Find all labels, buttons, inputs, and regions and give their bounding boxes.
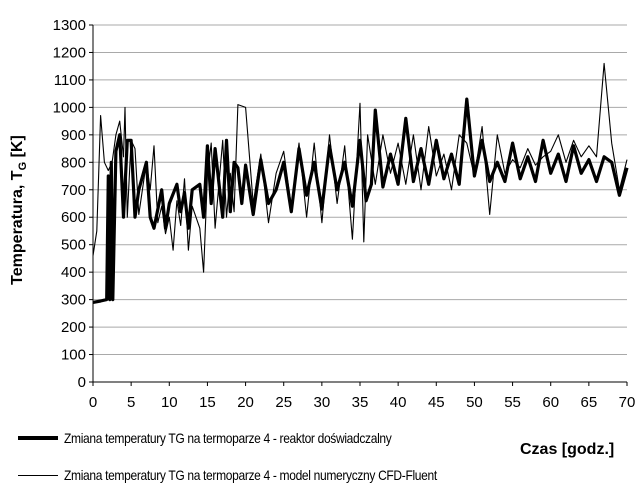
x-tick-label-40: 40 [390, 394, 407, 411]
y-tick-label-1000: 1000 [53, 99, 86, 116]
y-tick-label-100: 100 [61, 347, 86, 364]
y-tick-label-0: 0 [78, 374, 86, 391]
x-tick-label-30: 30 [314, 394, 331, 411]
x-tick-label-45: 45 [428, 394, 445, 411]
legend-entry-model: Zmiana temperatury TG na termoparze 4 - … [18, 467, 498, 483]
y-tick-label-200: 200 [61, 319, 86, 336]
legend-swatch-thin [18, 474, 58, 476]
series-line-experimental [92, 97, 629, 304]
series-line-model [92, 62, 628, 273]
y-axis-title: Temperatura, TG [K] [9, 135, 29, 285]
x-tick-label-10: 10 [161, 394, 178, 411]
y-tick-label-1100: 1100 [54, 72, 86, 89]
gridlines [93, 24, 627, 356]
legend-label-model: Zmiana temperatury TG na termoparze 4 - … [64, 467, 437, 483]
y-tick-label-700: 700 [61, 182, 86, 199]
y-axis-title-main: Temperatura, T [9, 170, 26, 285]
series-group [92, 62, 629, 304]
y-axis-title-sub: G [17, 162, 29, 171]
x-axis-ticks: 0 5 10 15 20 25 30 35 40 45 50 55 60 65 70 [89, 382, 636, 411]
x-tick-label-0: 0 [89, 394, 97, 411]
y-tick-label-1200: 1200 [53, 44, 86, 61]
y-axis-ticks: 0 100 200 300 400 500 600 700 800 900 1000 1100 1200… [53, 17, 93, 391]
x-tick-label-70: 70 [619, 394, 636, 411]
y-tick-label-500: 500 [61, 237, 86, 254]
x-tick-label-60: 60 [542, 394, 559, 411]
y-tick-label-800: 800 [61, 154, 86, 171]
y-tick-label-900: 900 [61, 127, 86, 144]
x-axis-title: Czas [godz.] [520, 441, 615, 458]
legend-entry-experimental: Zmiana temperatury TG na termoparze 4 - … [18, 430, 445, 446]
x-tick-label-25: 25 [275, 394, 292, 411]
x-tick-label-15: 15 [199, 394, 216, 411]
y-tick-label-1300: 1300 [53, 17, 86, 34]
x-tick-label-35: 35 [352, 394, 369, 411]
legend-swatch-thick [18, 436, 58, 440]
y-tick-label-600: 600 [61, 209, 86, 226]
x-tick-label-55: 55 [504, 394, 521, 411]
y-tick-label-300: 300 [61, 292, 86, 309]
legend-label-experimental: Zmiana temperatury TG na termoparze 4 - … [64, 430, 392, 446]
x-tick-label-5: 5 [127, 394, 135, 411]
y-tick-label-400: 400 [61, 264, 86, 281]
x-tick-label-50: 50 [466, 394, 483, 411]
x-tick-label-20: 20 [237, 394, 254, 411]
y-axis-title-unit: [K] [9, 135, 26, 162]
x-tick-label-65: 65 [581, 394, 598, 411]
